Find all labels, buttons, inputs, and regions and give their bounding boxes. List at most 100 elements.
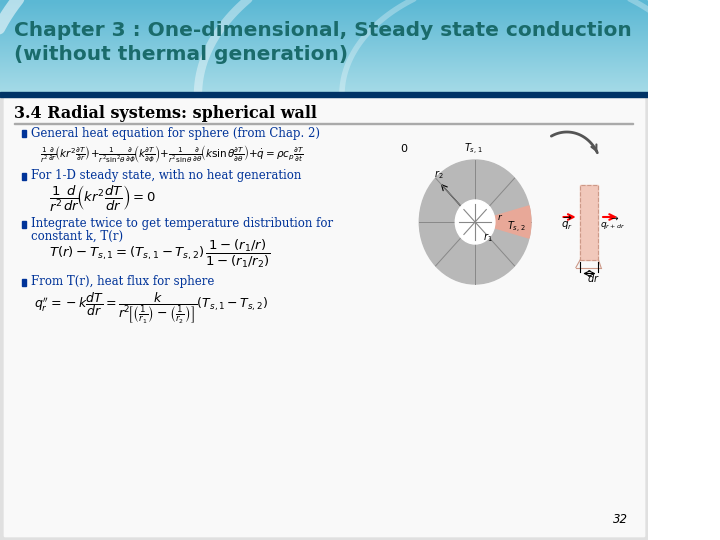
- Bar: [0, 48, 648, 49]
- Bar: [0, 18, 648, 19]
- Bar: [0, 79, 648, 80]
- Bar: [0, 33, 648, 34]
- Bar: [0, 92, 648, 97]
- Text: Integrate twice to get temperature distribution for: Integrate twice to get temperature distr…: [30, 218, 333, 231]
- Bar: [0, 17, 648, 18]
- Bar: [0, 64, 648, 65]
- Bar: [0, 28, 648, 29]
- Bar: [0, 56, 648, 57]
- Bar: [0, 60, 648, 61]
- Bar: [0, 93, 648, 94]
- Bar: [0, 86, 648, 87]
- Bar: [0, 38, 648, 39]
- Text: $\overrightarrow{q_{r+dr}}$: $\overrightarrow{q_{r+dr}}$: [600, 216, 625, 232]
- Bar: [0, 69, 648, 70]
- Bar: [0, 13, 648, 14]
- Bar: [0, 26, 648, 27]
- Text: $\dfrac{1}{r^2}\dfrac{d}{dr}\!\left(kr^2\dfrac{dT}{dr}\right) = 0$: $\dfrac{1}{r^2}\dfrac{d}{dr}\!\left(kr^2…: [50, 184, 156, 214]
- Bar: [0, 84, 648, 85]
- Bar: [0, 92, 648, 93]
- Bar: [0, 12, 648, 13]
- Bar: [0, 78, 648, 79]
- Text: $T_{s,2}$: $T_{s,2}$: [507, 220, 525, 235]
- Bar: [22, 173, 26, 180]
- Bar: [0, 34, 648, 35]
- Bar: [0, 46, 648, 47]
- Bar: [0, 90, 648, 91]
- Text: $dr$: $dr$: [587, 272, 599, 284]
- Bar: [0, 37, 648, 38]
- Bar: [0, 53, 648, 54]
- Bar: [0, 62, 648, 63]
- Text: From T(r), heat flux for sphere: From T(r), heat flux for sphere: [30, 275, 214, 288]
- Bar: [22, 130, 26, 137]
- Bar: [0, 55, 648, 56]
- Bar: [0, 36, 648, 37]
- Bar: [22, 221, 26, 228]
- Bar: [0, 9, 648, 10]
- Bar: [0, 23, 648, 24]
- Bar: [0, 22, 648, 23]
- Wedge shape: [494, 206, 531, 238]
- Bar: [0, 45, 648, 46]
- Bar: [0, 31, 648, 32]
- Bar: [0, 61, 648, 62]
- Text: constant k, T(r): constant k, T(r): [30, 230, 122, 242]
- Text: $q_r'' = -k\dfrac{dT}{dr} = \dfrac{k}{r^2\!\left[\left(\frac{1}{r_1}\right)-\lef: $q_r'' = -k\dfrac{dT}{dr} = \dfrac{k}{r^…: [34, 291, 269, 326]
- Bar: [0, 87, 648, 88]
- Bar: [0, 65, 648, 66]
- Bar: [0, 63, 648, 64]
- Bar: [0, 29, 648, 30]
- Bar: [0, 74, 648, 75]
- Bar: [0, 10, 648, 11]
- Ellipse shape: [419, 160, 531, 284]
- Bar: [0, 14, 648, 15]
- Bar: [0, 58, 648, 59]
- Text: (without thermal generation): (without thermal generation): [14, 44, 348, 64]
- Text: General heat equation for sphere (from Chap. 2): General heat equation for sphere (from C…: [30, 126, 320, 139]
- Bar: [0, 70, 648, 71]
- Bar: [0, 20, 648, 21]
- Text: $0$: $0$: [400, 142, 408, 154]
- Bar: [0, 57, 648, 58]
- Bar: [0, 30, 648, 31]
- Bar: [0, 41, 648, 42]
- Text: $T_{s,1}$: $T_{s,1}$: [464, 141, 483, 157]
- Text: $T(r) - T_{s,1} = (T_{s,1} - T_{s,2})\,\dfrac{1-(r_1/r)}{1-(r_1/r_2)}$: $T(r) - T_{s,1} = (T_{s,1} - T_{s,2})\,\…: [50, 238, 271, 270]
- Bar: [0, 59, 648, 60]
- Bar: [0, 83, 648, 84]
- Bar: [0, 73, 648, 74]
- Bar: [0, 27, 648, 28]
- Bar: [22, 279, 26, 286]
- Bar: [0, 47, 648, 48]
- Bar: [14, 123, 634, 124]
- Bar: [0, 77, 648, 78]
- Bar: [0, 39, 648, 40]
- Bar: [0, 35, 648, 36]
- Bar: [0, 88, 648, 89]
- Bar: [0, 0, 648, 1]
- Bar: [0, 21, 648, 22]
- Bar: [0, 68, 648, 69]
- Bar: [0, 49, 648, 50]
- Bar: [0, 8, 648, 9]
- Bar: [0, 76, 648, 77]
- Bar: [0, 5, 648, 6]
- Text: 3.4 Radial systems: spherical wall: 3.4 Radial systems: spherical wall: [14, 105, 318, 123]
- Text: $\overrightarrow{q_r}$: $\overrightarrow{q_r}$: [561, 214, 572, 232]
- Bar: [0, 80, 648, 81]
- Bar: [0, 40, 648, 41]
- Bar: [0, 51, 648, 52]
- Bar: [0, 24, 648, 25]
- Bar: [0, 81, 648, 82]
- Bar: [0, 52, 648, 53]
- Text: For 1-D steady state, with no heat generation: For 1-D steady state, with no heat gener…: [30, 170, 301, 183]
- Bar: [0, 67, 648, 68]
- Bar: [0, 72, 648, 73]
- Bar: [0, 15, 648, 16]
- Bar: [0, 50, 648, 51]
- Text: $r_2$: $r_2$: [434, 168, 444, 181]
- Bar: [0, 85, 648, 86]
- Text: 32: 32: [613, 513, 628, 526]
- Text: Chapter 3 : One-dimensional, Steady state conduction: Chapter 3 : One-dimensional, Steady stat…: [14, 21, 632, 39]
